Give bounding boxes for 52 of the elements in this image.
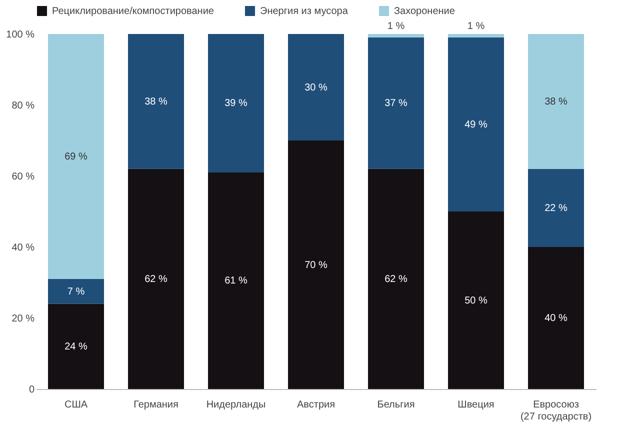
legend-label: Захоронение — [394, 6, 456, 17]
bar — [448, 34, 504, 38]
bar — [528, 168, 584, 247]
bar — [48, 34, 104, 279]
bar — [208, 34, 264, 172]
data-label: 38 % — [544, 96, 568, 108]
bar — [528, 247, 584, 389]
y-tick-label: 20 % — [12, 314, 35, 324]
bar — [128, 168, 184, 389]
bar — [528, 34, 584, 169]
x-tick-label: США — [64, 400, 88, 410]
data-label: 61 % — [224, 276, 248, 287]
data-label: 70 % — [304, 260, 328, 271]
x-tick-label: Германия — [134, 400, 178, 410]
data-label: 22 % — [544, 202, 568, 214]
bar — [288, 140, 344, 389]
x-tick-label: Бельгия — [377, 400, 415, 410]
legend-label: Энергия из мусора — [260, 6, 348, 17]
x-tick-label: Швеция — [458, 400, 494, 410]
data-label: 1 % — [387, 21, 405, 32]
data-label: 39 % — [224, 98, 248, 110]
x-tick-label: Нидерланды — [206, 400, 266, 410]
data-label: 62 % — [144, 274, 168, 285]
y-tick-label: 40 % — [12, 242, 35, 254]
data-label: 7 % — [67, 286, 85, 298]
data-label: 30 % — [304, 82, 328, 94]
y-tick-label: 60 % — [12, 172, 35, 182]
data-label: 40 % — [544, 313, 568, 324]
data-label: 38 % — [144, 96, 168, 108]
bar — [448, 38, 504, 212]
bar — [208, 172, 264, 389]
x-tick-label: Евросоюз (27 государств) — [520, 400, 592, 422]
bar — [288, 34, 344, 140]
y-tick-label: 0 — [28, 384, 35, 396]
y-tick-label: 100 % — [6, 30, 35, 40]
data-label: 1 % — [467, 21, 485, 32]
data-label: 24 % — [64, 341, 88, 352]
bar — [368, 34, 424, 38]
data-label: 49 % — [464, 120, 488, 131]
bar — [368, 38, 424, 169]
data-label: 50 % — [464, 295, 488, 306]
x-tick-label: Австрия — [296, 400, 336, 410]
bar — [48, 304, 104, 389]
bar — [368, 168, 424, 389]
data-label: 37 % — [384, 98, 408, 110]
bar — [448, 212, 504, 389]
y-tick-label: 80 % — [12, 100, 35, 112]
data-label: 62 % — [384, 274, 408, 285]
data-label: 69 % — [64, 151, 88, 162]
bar — [128, 34, 184, 169]
bar — [48, 278, 104, 304]
legend-label: Рециклирование/компостирование — [52, 6, 214, 17]
